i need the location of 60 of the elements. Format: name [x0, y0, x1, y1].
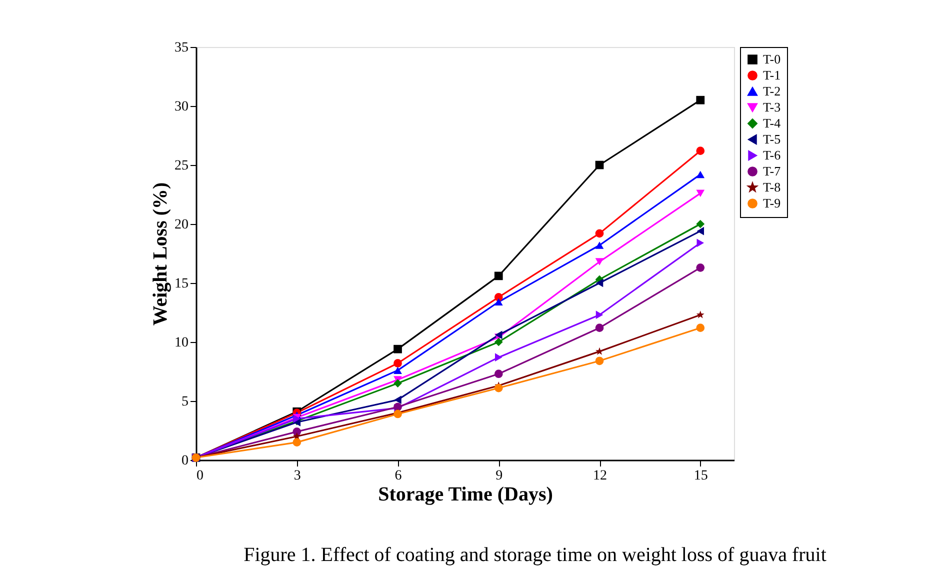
point	[595, 242, 604, 249]
legend-label: T-3	[763, 100, 781, 114]
point	[494, 384, 503, 392]
y-tick-label: 25	[174, 158, 188, 174]
point	[494, 298, 503, 306]
legend-label: T-0	[763, 52, 781, 66]
x-tick-label: 15	[694, 468, 708, 484]
x-tick-label: 0	[196, 468, 204, 484]
legend-label: T-2	[763, 84, 781, 98]
point	[696, 190, 705, 197]
legend-label: T-8	[763, 180, 781, 194]
x-axis-title: Storage Time (Days)	[378, 484, 553, 506]
point	[696, 310, 704, 318]
point	[596, 278, 604, 288]
x-tick-label: 3	[294, 468, 301, 484]
point	[595, 229, 604, 238]
point	[494, 370, 503, 378]
y-tick-label: 35	[174, 40, 188, 56]
point	[696, 238, 704, 248]
x-tick-label: 6	[394, 468, 402, 484]
point	[595, 324, 604, 332]
legend-label: T-1	[763, 68, 781, 82]
y-axis-title: Weight Loss (%)	[150, 182, 172, 326]
point	[595, 160, 604, 170]
y-tick-label: 30	[174, 100, 188, 114]
point	[494, 272, 503, 280]
y-tick-label: 15	[174, 276, 188, 292]
x-tick-label: 12	[593, 468, 607, 484]
point	[696, 324, 705, 332]
legend-label: T-5	[763, 132, 781, 146]
point	[595, 356, 604, 366]
legend-label: T-6	[763, 148, 782, 162]
x-tick-label: 9	[496, 468, 503, 484]
point	[696, 226, 704, 236]
point	[696, 96, 705, 104]
point	[495, 330, 502, 340]
legend-label: T-9	[763, 196, 781, 210]
point	[394, 379, 402, 388]
y-tick-label: 20	[174, 218, 188, 232]
point	[696, 220, 705, 228]
y-tick-label: 5	[182, 394, 188, 410]
legend-label: T-7	[763, 164, 782, 178]
point	[696, 263, 705, 272]
point	[394, 396, 402, 404]
point	[394, 366, 402, 374]
point	[394, 344, 402, 354]
legend-label: T-4	[763, 116, 782, 130]
point	[596, 310, 604, 320]
point	[596, 347, 604, 355]
y-tick-label: 10	[174, 336, 188, 350]
y-tick-label: 0	[182, 454, 188, 468]
point	[696, 170, 705, 178]
point	[696, 146, 705, 156]
point	[494, 292, 503, 302]
point	[394, 359, 402, 368]
point	[595, 258, 604, 266]
point	[292, 438, 302, 446]
point	[495, 353, 502, 362]
point	[494, 338, 503, 346]
caption: Figure 1. Effect of coating and storage time on weight loss of guava fruit	[244, 544, 827, 566]
